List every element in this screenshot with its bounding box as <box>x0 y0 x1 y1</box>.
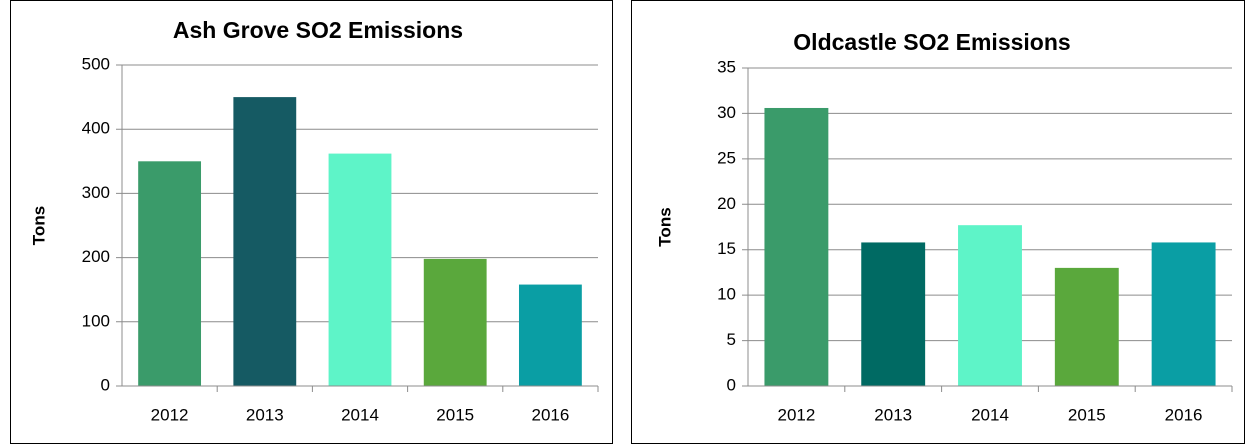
x-tick-label: 2013 <box>246 405 284 424</box>
x-tick-label: 2014 <box>971 405 1009 424</box>
x-tick-label: 2012 <box>151 405 189 424</box>
y-tick-label: 30 <box>717 103 736 122</box>
bar <box>861 242 926 386</box>
bar <box>233 97 297 386</box>
y-tick-label: 20 <box>717 194 736 213</box>
x-tick-label: 2015 <box>1068 405 1106 424</box>
y-tick-label: 300 <box>82 183 110 202</box>
bar <box>1054 267 1119 386</box>
chart-title: Ash Grove SO2 Emissions <box>173 17 463 43</box>
x-tick-label: 2015 <box>436 405 474 424</box>
y-axis-label: Tons <box>29 206 48 245</box>
bar <box>518 284 582 386</box>
y-tick-label: 0 <box>727 375 736 394</box>
x-tick-label: 2014 <box>341 405 379 424</box>
y-tick-label: 35 <box>717 57 736 76</box>
chart-title: Oldcastle SO2 Emissions <box>793 29 1070 55</box>
x-tick-label: 2016 <box>531 405 569 424</box>
y-tick-label: 10 <box>717 285 736 304</box>
y-tick-label: 15 <box>717 239 736 258</box>
y-tick-label: 25 <box>717 148 736 167</box>
bar <box>138 161 202 386</box>
y-tick-label: 400 <box>82 119 110 138</box>
bar <box>423 258 487 386</box>
y-tick-label: 100 <box>82 311 110 330</box>
chart-frame <box>631 0 1245 444</box>
bar <box>764 107 829 386</box>
y-tick-label: 5 <box>727 330 736 349</box>
bar <box>958 225 1022 386</box>
y-tick-label: 200 <box>82 247 110 266</box>
y-tick-label: 500 <box>82 54 110 73</box>
x-tick-label: 2016 <box>1165 405 1203 424</box>
bar <box>1151 242 1216 386</box>
x-tick-label: 2013 <box>874 405 912 424</box>
y-tick-label: 0 <box>101 375 110 394</box>
x-tick-label: 2012 <box>777 405 815 424</box>
bar <box>328 153 392 386</box>
chart-frame <box>10 0 613 444</box>
y-axis-label: Tons <box>655 207 674 246</box>
